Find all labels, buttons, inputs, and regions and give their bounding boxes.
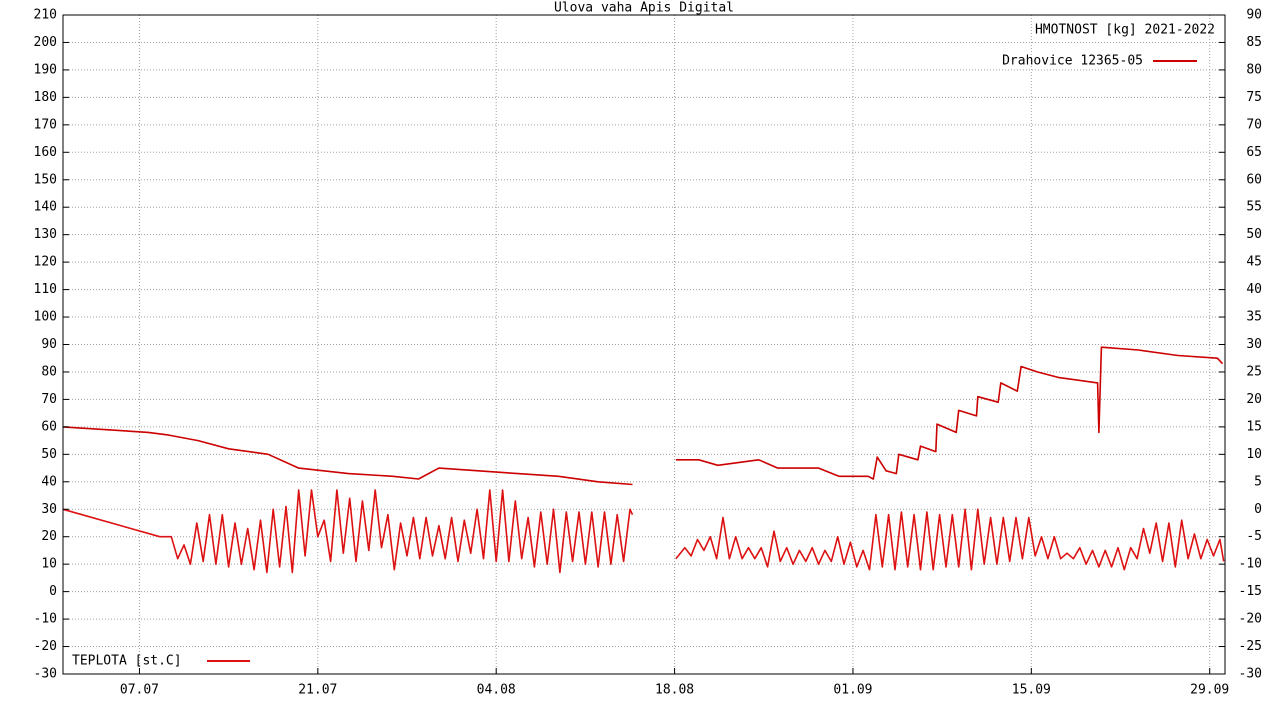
y-tick-label: 10 <box>41 557 57 572</box>
y-tick-label: 200 <box>34 35 57 50</box>
y-tick-label: -20 <box>34 639 57 654</box>
grid <box>63 14 1225 675</box>
y2-tick-label: 35 <box>1246 310 1262 325</box>
legend-label: TEPLOTA [st.C] <box>72 654 182 669</box>
y2-tick-label: 40 <box>1246 282 1262 297</box>
y2-tick-label: 65 <box>1246 145 1262 160</box>
y-tick-label: 40 <box>41 474 57 489</box>
y-tick-label: 70 <box>41 392 57 407</box>
y-tick-label: 20 <box>41 529 57 544</box>
y-tick-label: 160 <box>34 145 57 160</box>
y-tick-label: 90 <box>41 337 57 352</box>
y-tick-label: 170 <box>34 117 57 132</box>
y2-tick-label: 25 <box>1246 364 1262 379</box>
data-line <box>62 489 1225 574</box>
y-tick-label: 210 <box>34 8 57 23</box>
y2-tick-label: 75 <box>1246 90 1262 105</box>
y-tick-label: 180 <box>34 90 57 105</box>
y-tick-label: 190 <box>34 62 57 77</box>
data-line <box>62 346 1224 486</box>
y2-tick-label: -20 <box>1239 612 1262 627</box>
x-tick-label: 21.07 <box>298 683 337 698</box>
y-tick-label: 150 <box>34 172 57 187</box>
y2-tick-label: 90 <box>1246 8 1262 23</box>
y-tick-label: 100 <box>34 310 57 325</box>
y2-tick-label: 80 <box>1246 62 1262 77</box>
y-tick-label: -30 <box>34 667 57 682</box>
y-tick-label: 80 <box>41 364 57 379</box>
x-tick-label: 07.07 <box>120 683 159 698</box>
y2-tick-label: 70 <box>1246 117 1262 132</box>
y2-tick-label: 50 <box>1246 227 1262 242</box>
y-tick-label: 140 <box>34 200 57 215</box>
y-tick-label: 120 <box>34 255 57 270</box>
y2-tick-label: 0 <box>1254 502 1262 517</box>
y2-tick-label: 55 <box>1246 200 1262 215</box>
y-tick-label: 130 <box>34 227 57 242</box>
x-tick-label: 04.08 <box>477 683 516 698</box>
y2-tick-label: 10 <box>1246 447 1262 462</box>
y-tick-label: 0 <box>49 584 57 599</box>
y2-tick-label: -15 <box>1239 584 1262 599</box>
legend-label: Drahovice 12365-05 <box>1002 54 1143 69</box>
y2-tick-label: 85 <box>1246 35 1262 50</box>
y2-tick-label: -30 <box>1239 667 1262 682</box>
y-tick-label: 50 <box>41 447 57 462</box>
y2-tick-label: 60 <box>1246 172 1262 187</box>
y2-tick-label: 15 <box>1246 419 1262 434</box>
y2-tick-label: -10 <box>1239 557 1262 572</box>
x-tick-label: 15.09 <box>1012 683 1051 698</box>
y2-tick-label: 5 <box>1254 474 1262 489</box>
y-tick-label: 110 <box>34 282 57 297</box>
y-tick-label: 60 <box>41 419 57 434</box>
x-tick-label: 01.09 <box>833 683 872 698</box>
plot <box>62 346 1225 574</box>
axis-label: HMOTNOST [kg] 2021-2022 <box>1035 23 1215 38</box>
y2-tick-label: 30 <box>1246 337 1262 352</box>
y-tick-label: 30 <box>41 502 57 517</box>
y2-tick-label: 45 <box>1246 255 1262 270</box>
y2-tick-label: -25 <box>1239 639 1262 654</box>
y-tick-label: -10 <box>34 612 57 627</box>
x-tick-label: 29.09 <box>1190 683 1229 698</box>
x-tick-label: 18.08 <box>655 683 694 698</box>
chart-title: Ulova vaha Apis Digital <box>554 1 734 16</box>
y2-tick-label: -5 <box>1246 529 1262 544</box>
y2-tick-label: 20 <box>1246 392 1262 407</box>
